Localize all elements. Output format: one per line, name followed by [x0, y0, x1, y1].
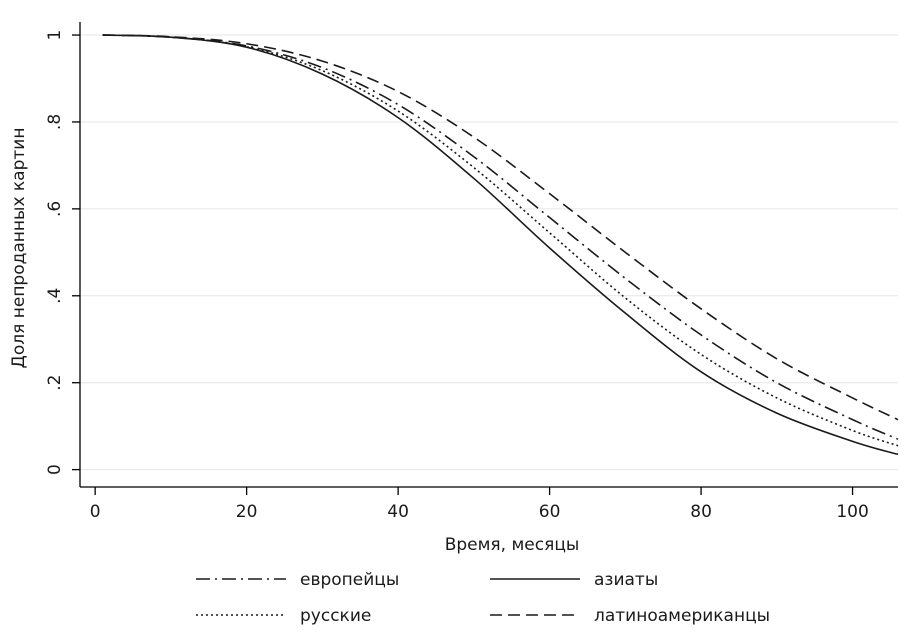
x-axis-title: Время, месяцы: [445, 535, 580, 555]
x-ticks: 0 20 40 60 80 100: [90, 487, 869, 522]
series-lines: [102, 34, 899, 456]
y-tick-label: 0: [45, 464, 65, 475]
x-tick-label: 40: [387, 502, 409, 522]
y-ticks: 0 .2 .4 .6 .8 1: [45, 30, 80, 475]
gridlines: [80, 34, 898, 471]
series-line-2: [102, 34, 899, 447]
series-line-3: [102, 34, 899, 421]
x-tick-label: 60: [539, 502, 561, 522]
legend: европейцы азиаты русские латиноамериканцы: [196, 570, 770, 626]
legend-label-3: латиноамериканцы: [594, 606, 770, 626]
y-axis-title: Доля непроданных картин: [9, 128, 29, 369]
legend-label-1: азиаты: [594, 570, 658, 590]
legend-label-2: русские: [300, 606, 371, 626]
x-tick-label: 20: [236, 502, 258, 522]
x-tick-label: 80: [690, 502, 712, 522]
series-line-1: [102, 34, 899, 456]
x-tick-label: 0: [90, 502, 101, 522]
y-tick-label: .4: [45, 288, 65, 304]
y-tick-label: .2: [45, 375, 65, 391]
y-tick-label: .6: [45, 201, 65, 217]
axes: [79, 22, 898, 488]
series-line-0: [102, 34, 899, 440]
y-tick-label: .8: [45, 114, 65, 130]
legend-label-0: европейцы: [300, 570, 399, 590]
x-tick-label: 100: [836, 502, 868, 522]
y-tick-label: 1: [45, 30, 65, 41]
